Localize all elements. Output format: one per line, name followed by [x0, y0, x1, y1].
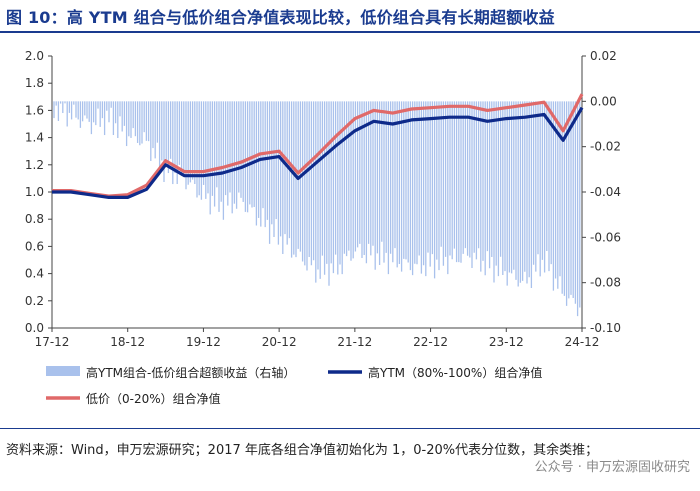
tick-labels: 0.0 0.2 0.4 0.6 0.8 1.0 1.2 1.4 1.6 1.8 2.0 -0.10 -0…: [25, 49, 621, 349]
right-tick-label: -0.06: [590, 230, 621, 244]
x-tick-label: 20-12: [262, 335, 297, 349]
left-tick-label: 1.2: [25, 158, 44, 172]
x-tick-label: 19-12: [186, 335, 221, 349]
left-tick-label: 2.0: [25, 49, 44, 63]
left-tick-label: 0.4: [25, 267, 44, 281]
left-tick-label: 0.0: [25, 321, 44, 335]
left-tick-label: 0.8: [25, 212, 44, 226]
left-tick-label: 1.0: [25, 185, 44, 199]
right-tick-label: -0.04: [590, 185, 621, 199]
right-tick-label: -0.10: [590, 321, 621, 335]
chart-title: 图 10：高 YTM 组合与低价组合净值表现比较，低价组合具有长期超额收益: [6, 8, 555, 27]
left-tick-label: 0.6: [25, 239, 44, 253]
chart: 0.0 0.2 0.4 0.6 0.8 1.0 1.2 1.4 1.6 1.8 2.0 -0.10 -0…: [25, 49, 621, 406]
legend-swatch-bars: [46, 366, 80, 376]
legend-label: 低价（0-20%）组合净值: [86, 391, 221, 406]
left-tick-label: 0.2: [25, 294, 44, 308]
x-tick-label: 23-12: [489, 335, 524, 349]
source-divider: [0, 428, 700, 429]
source-note: 资料来源：Wind，申万宏源研究；2017 年底各组合净值初始化为 1，0-20…: [6, 443, 599, 458]
left-tick-label: 1.4: [25, 131, 44, 145]
x-tick-label: 24-12: [565, 335, 600, 349]
x-tick-label: 18-12: [110, 335, 145, 349]
right-tick-label: -0.08: [590, 276, 621, 290]
x-tick-label: 22-12: [413, 335, 448, 349]
x-tick-label: 17-12: [35, 335, 70, 349]
title-divider: [0, 31, 700, 33]
right-tick-label: 0.02: [590, 49, 617, 63]
watermark: 公众号 · 申万宏源固收研究: [534, 460, 690, 475]
right-tick-label: -0.02: [590, 140, 621, 154]
right-tick-label: 0.00: [590, 94, 617, 108]
x-tick-label: 21-12: [337, 335, 372, 349]
left-tick-label: 1.6: [25, 103, 44, 117]
legend-label: 高YTM组合-低价组合超额收益（右轴）: [86, 365, 295, 380]
legend: 高YTM组合-低价组合超额收益（右轴） 高YTM（80%-100%）组合净值低价（…: [46, 365, 542, 406]
net-value-lines: [51, 93, 584, 199]
left-tick-label: 1.8: [25, 76, 44, 90]
excess-return-bars: [53, 101, 581, 317]
legend-label: 高YTM（80%-100%）组合净值: [368, 365, 542, 380]
